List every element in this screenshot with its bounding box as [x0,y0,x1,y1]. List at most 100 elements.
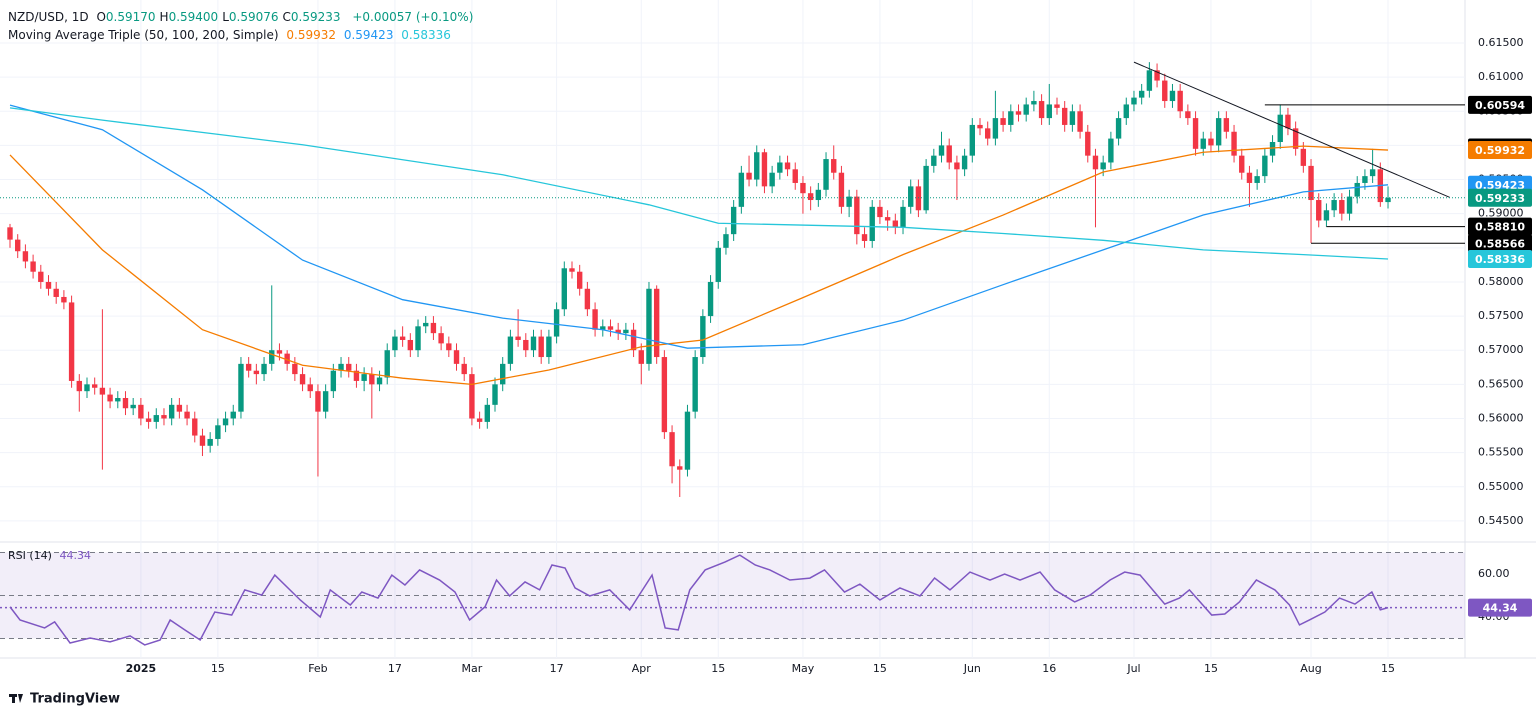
candle-body [446,343,452,351]
x-tick-label: May [792,662,815,675]
ohlc-key: C [282,10,291,24]
y-tick-label: 0.58000 [1478,275,1524,288]
ohlc-value: 0.59400 [168,10,219,24]
y-tick-label: 60.00 [1478,567,1510,580]
candle-body [1254,176,1260,183]
price-badge-label: 0.59233 [1475,192,1525,205]
candle-body [45,281,52,289]
candle-body [184,411,190,419]
candle-body [1123,104,1129,119]
candle-body [153,415,159,422]
candle-body [1192,118,1199,149]
candle-body [838,172,845,207]
candle-body [961,155,968,170]
candle-body [1223,118,1230,132]
candle-body [538,336,544,358]
x-tick-label: Jun [963,662,981,675]
candle-body [1200,138,1206,149]
rsi-title: RSI (14) [8,549,52,562]
candle-body [684,411,691,470]
candle-body [115,398,121,402]
candle-body [1154,70,1160,81]
candle-body [507,336,514,364]
candle-body [1085,131,1091,156]
candle-body [1300,148,1307,166]
candle-body [1131,97,1137,105]
candle-body [523,339,529,351]
candle-body [1146,70,1153,91]
candle-body [754,152,760,180]
candle-body [692,357,698,412]
candle-body [438,333,444,344]
ohlc-key: L [222,10,229,24]
candle-body [492,384,498,405]
price-badge-label: 0.58336 [1475,253,1525,266]
candle-body [1369,169,1376,177]
candle-body [1031,101,1037,105]
y-tick-label: 0.54500 [1478,514,1524,527]
candle-body [38,271,44,282]
y-tick-label: 0.55500 [1478,446,1524,459]
candle-body [61,296,67,303]
candle-body [546,336,552,358]
candle-body [884,217,891,221]
candle-body [715,247,721,282]
candle-body [592,309,598,330]
candle-body [1108,138,1114,163]
candle-body [1038,101,1045,119]
candle-body [908,186,914,207]
x-tick-label: 15 [211,662,225,675]
candle-body [738,172,745,207]
trendline [1133,61,1450,198]
y-tick-label: 0.59000 [1478,207,1524,220]
candle-body [392,336,398,351]
candle-body [469,374,475,419]
y-tick-label: 0.57500 [1478,309,1524,322]
candle-body [130,404,136,409]
rsi-badge [1468,598,1532,617]
candle-body [530,336,537,351]
candle-body [515,336,521,340]
x-tick-label: 2025 [126,662,157,675]
candle-body [1138,90,1145,98]
candle-body [1015,111,1022,115]
candle-body [369,374,375,385]
price-badge-label: 0.58566 [1475,237,1525,250]
candle-body [338,363,344,371]
candle-body [977,124,983,129]
candle-body [168,404,175,419]
x-tick-label: 17 [550,662,564,675]
candle-body [1162,80,1168,102]
candle-body [207,438,213,446]
candle-body [1215,118,1222,146]
x-tick-label: 17 [388,662,402,675]
symbol-legend: NZD/USD, 1D O0.59170 H0.59400 L0.59076 C0.5… [8,10,477,24]
candle-body [484,404,491,422]
candle-body [846,196,852,207]
candle-body [1185,111,1191,119]
price-badge-label: 0.59423 [1475,179,1525,192]
candle-body [1100,162,1106,170]
y-tick-label: 0.61000 [1478,70,1524,83]
candle-body [22,251,29,262]
candle-body [269,350,275,364]
candle-body [792,169,798,183]
candle-body [1285,114,1291,129]
candle-body [607,326,614,330]
candle-body [1177,90,1183,112]
candle-body [1292,128,1299,149]
price-badge [1468,234,1532,253]
candle-body [15,239,21,252]
price-badge [1468,217,1532,236]
candle-body [284,353,290,364]
candle-body [877,206,883,218]
candle-body [1362,176,1368,183]
candle-body [230,411,236,419]
candle-body [777,162,783,173]
candle-body [746,172,752,180]
y-tick-label: 0.55000 [1478,480,1524,493]
candle-body [1354,182,1360,197]
candle-body [761,152,768,187]
candle-body [238,363,244,412]
